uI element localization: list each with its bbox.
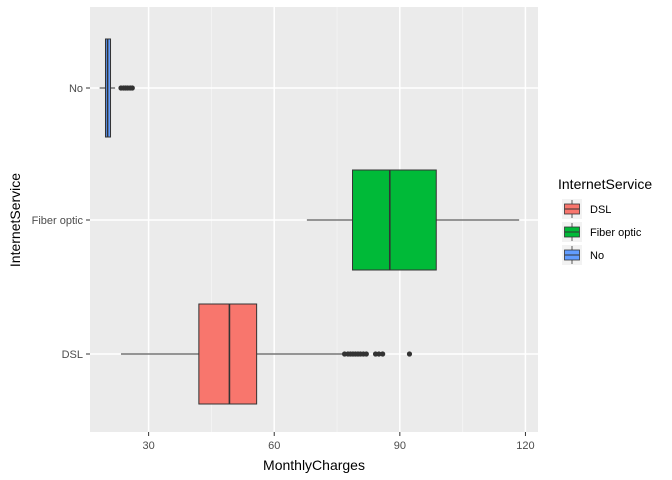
boxes <box>99 38 520 405</box>
y-axis-title: InternetService <box>7 173 23 267</box>
box-dsl <box>120 303 413 405</box>
legend: InternetService DSL Fiber optic No <box>558 176 652 265</box>
y-axis: DSL Fiber optic No <box>32 83 90 361</box>
legend-key <box>562 222 582 242</box>
box-no <box>99 38 135 138</box>
box-fiber-optic <box>306 169 520 271</box>
x-tick-label: 120 <box>516 440 534 452</box>
x-tick-label: 90 <box>394 440 406 452</box>
legend-key <box>562 245 582 265</box>
box-iqr <box>352 169 437 271</box>
x-axis-title: MonthlyCharges <box>263 457 365 473</box>
y-tick-label: No <box>69 83 83 95</box>
legend-label: No <box>590 250 604 262</box>
legend-key <box>562 199 582 219</box>
outlier-point <box>406 351 413 357</box>
x-tick-label: 30 <box>142 440 154 452</box>
y-tick-label: Fiber optic <box>32 215 84 227</box>
x-axis: 30 60 90 120 <box>142 432 535 452</box>
legend-title: InternetService <box>558 176 652 192</box>
box-iqr <box>198 303 258 405</box>
outlier-point <box>376 351 382 357</box>
legend-label: DSL <box>590 204 611 216</box>
outlier-point <box>363 351 369 357</box>
outlier-point <box>380 351 386 357</box>
x-tick-label: 60 <box>268 440 280 452</box>
outlier-point <box>129 85 135 91</box>
legend-label: Fiber optic <box>590 227 642 239</box>
y-tick-label: DSL <box>62 349 83 361</box>
